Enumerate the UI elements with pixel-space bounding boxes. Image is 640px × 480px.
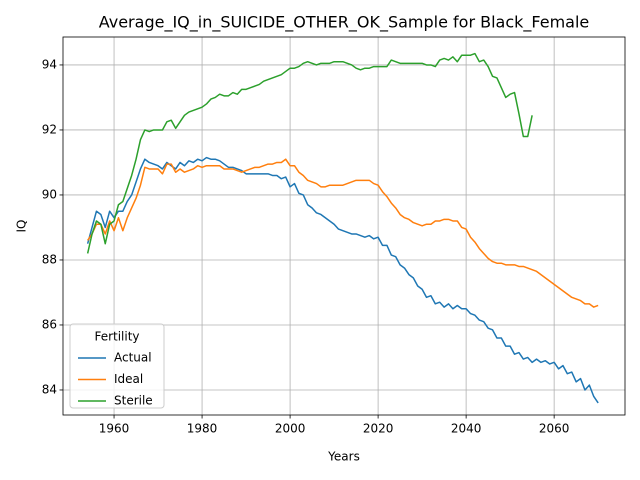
x-tick-label: 1960 <box>99 422 130 436</box>
x-axis-label: Years <box>327 450 360 464</box>
legend-label: Ideal <box>114 372 143 386</box>
y-tick-label: 94 <box>42 57 57 71</box>
y-tick-label: 84 <box>42 382 57 396</box>
x-tick-label: 1980 <box>187 422 218 436</box>
y-tick-label: 92 <box>42 122 57 136</box>
line-series <box>87 158 599 308</box>
x-tick-label: 2060 <box>539 422 570 436</box>
y-tick-label: 88 <box>42 252 57 266</box>
line-series <box>86 52 533 254</box>
x-tick-label: 2000 <box>275 422 306 436</box>
y-tick-label: 90 <box>42 187 57 201</box>
plot-frame <box>62 36 626 416</box>
x-tick-label: 2020 <box>363 422 394 436</box>
legend-label: Sterile <box>114 394 153 408</box>
legend-title: Fertility <box>94 330 139 344</box>
y-tick-label: 86 <box>42 317 57 331</box>
y-axis-label: IQ <box>15 220 29 233</box>
legend-label: Actual <box>114 351 152 365</box>
chart-title: Average_IQ_in_SUICIDE_OTHER_OK_Sample fo… <box>99 13 590 33</box>
legend-box <box>69 323 165 409</box>
x-tick-label: 2040 <box>451 422 482 436</box>
